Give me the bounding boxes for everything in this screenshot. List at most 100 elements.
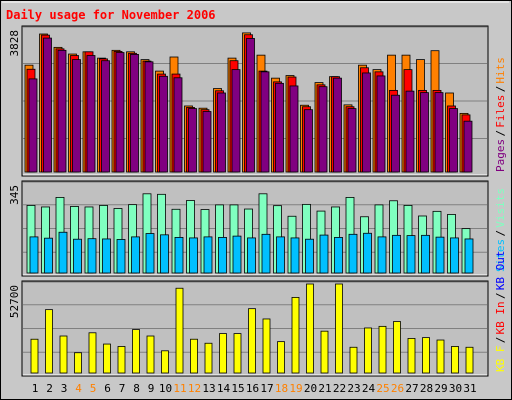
pages-bar: [434, 92, 444, 173]
pages-bar: [275, 82, 284, 173]
day-label: 24: [362, 382, 376, 395]
pages-bar: [449, 108, 458, 173]
kbytes-bar: [146, 335, 155, 374]
pages-bar: [405, 90, 415, 173]
pages-bar: [260, 71, 270, 173]
day-label: 4: [75, 382, 82, 395]
kbytes-bar: [407, 338, 416, 374]
pages-bar: [159, 75, 168, 173]
pages-bar: [130, 54, 139, 173]
day-label: 16: [246, 382, 259, 395]
legend-KBIn: KB In: [494, 301, 507, 334]
pages-bar: [86, 55, 96, 173]
day-label: 9: [148, 382, 155, 395]
day-label: 27: [405, 382, 418, 395]
sites-bar: [247, 237, 256, 274]
pages-bar: [101, 60, 110, 173]
sites-bar: [464, 238, 474, 274]
sites-bar: [160, 234, 169, 274]
pages-bar: [362, 72, 371, 173]
day-label: 6: [104, 382, 111, 395]
sites-bar: [276, 236, 285, 274]
kbytes-bar: [378, 325, 387, 374]
day-label: 12: [188, 382, 201, 395]
day-label: 3: [61, 382, 68, 395]
sites-bar: [87, 238, 97, 274]
legend-: /: [494, 86, 507, 93]
kbytes-bar: [306, 283, 314, 374]
pages-bar: [231, 69, 241, 173]
day-label: 7: [119, 382, 126, 395]
day-label: 15: [231, 382, 244, 395]
pages-bar: [347, 108, 357, 173]
kbytes-bar: [30, 338, 39, 374]
sites-bar: [261, 233, 271, 274]
legend-sep: /: [494, 292, 507, 299]
legend-Files: Files: [494, 95, 507, 128]
pages-bar: [333, 77, 342, 173]
sites-bar: [406, 235, 416, 274]
day-label: 23: [347, 382, 360, 395]
chart-title: Daily usage for November 2006: [6, 8, 216, 22]
kbytes-bar: [175, 287, 184, 374]
kbytes-bar: [277, 341, 285, 374]
kbytes-max-label: 52700: [8, 285, 21, 318]
legend-Pages: Pages: [494, 139, 507, 172]
sites-bar: [44, 237, 53, 274]
kbytes-bar: [248, 308, 256, 374]
pages-bar: [72, 59, 81, 173]
legend-Hits: Hits: [494, 57, 507, 84]
sites-bar: [421, 234, 430, 274]
kbytes-bar: [364, 327, 372, 374]
kbytes-bar: [219, 333, 227, 374]
kbytes-bar: [59, 335, 68, 374]
day-label: 1: [32, 382, 39, 395]
day-label: 22: [333, 382, 346, 395]
kbytes-bar: [349, 346, 358, 374]
sites-bar: [319, 234, 329, 274]
pages-bar: [57, 49, 67, 173]
day-label: 25: [376, 382, 389, 395]
kbytes-bar: [45, 309, 53, 374]
day-label: 17: [260, 382, 273, 395]
sites-bar: [232, 235, 242, 274]
day-label: 14: [217, 382, 231, 395]
day-label: 31: [463, 382, 476, 395]
kbytes-bar: [190, 338, 198, 374]
day-label: 5: [90, 382, 97, 395]
sites-bar: [29, 236, 39, 274]
pages-bar: [115, 52, 125, 173]
pages-bar: [289, 85, 299, 173]
visits-sites-panel: 345 Sites / Visits: [8, 180, 507, 277]
day-label: 20: [304, 382, 317, 395]
day-label: 18: [275, 382, 288, 395]
day-label: 10: [159, 382, 172, 395]
pages-bar: [463, 120, 473, 173]
day-label: 21: [318, 382, 331, 395]
day-label: 19: [289, 382, 302, 395]
legend-Visits: Visits: [494, 188, 507, 228]
kbytes-bar: [393, 321, 401, 374]
day-label: 11: [173, 382, 186, 395]
day-label: 30: [449, 382, 462, 395]
kbytes-bar: [320, 330, 329, 374]
sites-bar: [131, 236, 140, 274]
legend-KBF: KB F: [494, 346, 507, 373]
sites-bar: [435, 236, 445, 274]
kbytes-bar: [132, 329, 140, 374]
sites-bar: [450, 237, 459, 274]
pages-bar: [217, 92, 226, 173]
day-label: 2: [46, 382, 53, 395]
kbytes-bar: [233, 333, 242, 374]
pages-bar: [318, 86, 328, 173]
day-label: 29: [434, 382, 447, 395]
kbytes-bar: [291, 297, 300, 374]
pages-bar: [304, 109, 313, 173]
sites-bar: [102, 238, 111, 274]
kbytes-bar: [465, 346, 474, 374]
legend-: /: [494, 130, 507, 137]
kbytes-bar: [103, 343, 111, 374]
legend-sep: /: [494, 337, 507, 344]
pages-bar: [144, 61, 154, 173]
